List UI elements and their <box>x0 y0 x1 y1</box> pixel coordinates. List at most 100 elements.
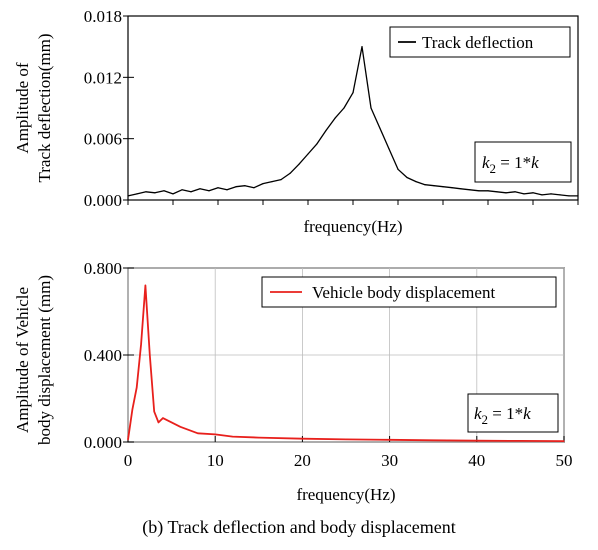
data-point <box>415 181 417 183</box>
data-point <box>478 190 480 192</box>
data-point <box>496 191 498 193</box>
top-legend-box <box>389 26 571 58</box>
data-point <box>280 179 282 181</box>
data-point <box>469 189 471 191</box>
data-point <box>406 176 408 179</box>
data-point <box>550 193 552 195</box>
data-point <box>154 192 156 194</box>
data-point <box>388 148 390 150</box>
data-point <box>179 426 181 428</box>
data-point <box>262 183 264 185</box>
bottom-y-ticks: 0.000 0.400 0.800 <box>84 259 134 452</box>
data-point <box>127 439 129 441</box>
top-series-group <box>127 46 579 197</box>
data-point <box>163 190 165 192</box>
data-point <box>316 143 318 145</box>
data-point <box>235 186 237 188</box>
data-point <box>476 440 478 442</box>
data-point <box>433 185 435 187</box>
data-point <box>519 440 522 442</box>
data-point <box>559 194 561 196</box>
series-line <box>127 284 565 442</box>
data-point <box>370 107 372 109</box>
data-point <box>244 185 246 187</box>
bottom-panel: 0.000 0.400 0.800 0 10 20 30 40 50 Amplitude of… <box>13 259 573 504</box>
bottom-legend-label: Vehicle body displacement <box>312 283 495 302</box>
top-annotation-box <box>474 141 572 183</box>
y-tick-label: 0.012 <box>84 68 122 87</box>
data-point <box>214 433 216 435</box>
data-point <box>532 192 534 194</box>
data-point <box>162 417 164 419</box>
data-point <box>424 184 426 186</box>
data-point <box>307 153 309 155</box>
data-point <box>568 195 570 197</box>
data-point <box>460 188 462 190</box>
bottom-x-ticks: 0 10 20 30 40 50 <box>124 436 573 470</box>
data-point <box>140 343 142 345</box>
y-tick-label: 0.018 <box>84 7 122 26</box>
data-point <box>271 181 273 183</box>
data-point <box>217 187 219 189</box>
top-y-axis-label-line1: Amplitude of <box>13 62 32 153</box>
data-point <box>226 189 228 191</box>
data-point <box>131 408 133 410</box>
data-point <box>144 284 146 286</box>
y-tick-label: 0.000 <box>84 433 122 452</box>
data-point <box>514 191 516 193</box>
data-point <box>181 189 183 191</box>
top-x-ticks <box>127 200 579 205</box>
x-tick-label: 30 <box>381 451 398 470</box>
top-legend-label: Track deflection <box>422 33 534 52</box>
data-point <box>334 117 336 119</box>
data-point <box>190 191 192 193</box>
x-tick-label: 20 <box>294 451 311 470</box>
data-point <box>127 195 129 197</box>
data-point <box>541 194 543 196</box>
bottom-y-axis-label-line2: body displacement (mm) <box>35 275 54 445</box>
data-point <box>258 437 260 439</box>
data-point <box>253 187 255 189</box>
data-point <box>298 163 300 165</box>
data-point <box>343 107 345 109</box>
data-point <box>451 187 453 189</box>
data-point <box>325 129 327 132</box>
data-point <box>136 193 138 195</box>
data-point <box>389 439 391 441</box>
x-tick-label: 10 <box>207 451 224 470</box>
x-tick-label: 0 <box>124 451 133 470</box>
data-point <box>361 46 363 48</box>
data-point <box>153 411 155 413</box>
figure-caption: (b) Track deflection and body displaceme… <box>142 517 456 537</box>
data-point <box>379 127 381 129</box>
data-point <box>172 193 174 195</box>
y-tick-label: 0.400 <box>84 346 122 365</box>
y-tick-label: 0.006 <box>84 130 122 149</box>
top-panel: 0.000 0.006 0.012 0.018 Amplitude of Track … <box>13 7 579 236</box>
x-tick-label: 50 <box>556 451 573 470</box>
data-point <box>301 438 303 440</box>
x-tick-label: 40 <box>468 451 485 470</box>
y-tick-label: 0.000 <box>84 191 122 210</box>
data-point <box>345 438 347 440</box>
data-point <box>505 192 507 194</box>
data-point <box>199 188 201 190</box>
data-point <box>432 439 434 441</box>
top-x-axis-label: frequency(Hz) <box>303 217 402 236</box>
data-point <box>171 421 173 423</box>
data-point <box>487 190 489 192</box>
data-point <box>289 172 291 174</box>
data-point <box>577 195 579 197</box>
data-point <box>208 190 210 192</box>
data-point <box>136 387 138 389</box>
bottom-legend-box <box>261 276 557 308</box>
bottom-y-axis-label-line1: Amplitude of Vehicle <box>13 287 32 433</box>
data-point <box>397 168 399 170</box>
data-point <box>197 432 199 434</box>
data-point <box>352 92 354 94</box>
bottom-annotation-box <box>467 393 559 433</box>
data-point <box>232 436 234 438</box>
top-annotation: k2 = 1*k <box>482 153 539 176</box>
data-point <box>523 193 525 195</box>
